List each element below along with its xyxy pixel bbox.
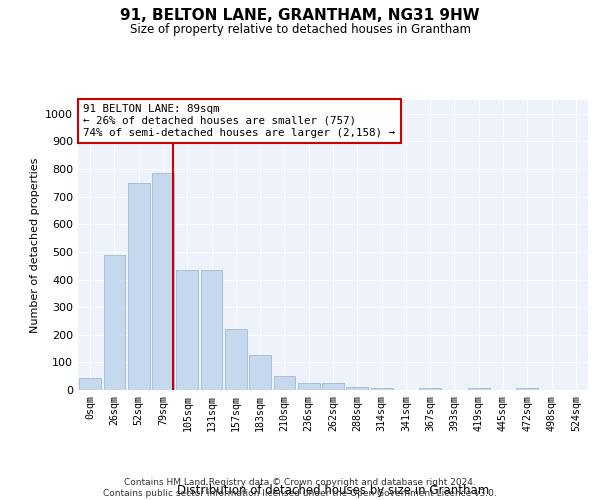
Bar [104,256,125,390]
Bar [371,388,392,390]
Y-axis label: Number of detached properties: Number of detached properties [29,158,40,332]
Bar [152,172,174,390]
Bar [346,387,368,390]
Bar [200,270,223,390]
Bar [419,388,441,390]
Bar [79,378,101,390]
Bar [249,356,271,390]
Bar [225,329,247,390]
Text: 91 BELTON LANE: 89sqm
← 26% of detached houses are smaller (757)
74% of semi-det: 91 BELTON LANE: 89sqm ← 26% of detached … [83,104,395,138]
Text: Contains HM Land Registry data © Crown copyright and database right 2024.
Contai: Contains HM Land Registry data © Crown c… [103,478,497,498]
Bar [176,270,198,390]
Text: Size of property relative to detached houses in Grantham: Size of property relative to detached ho… [130,22,470,36]
Bar [322,382,344,390]
Bar [468,388,490,390]
Bar [274,376,295,390]
X-axis label: Distribution of detached houses by size in Grantham: Distribution of detached houses by size … [177,484,489,496]
Bar [517,388,538,390]
Text: 91, BELTON LANE, GRANTHAM, NG31 9HW: 91, BELTON LANE, GRANTHAM, NG31 9HW [120,8,480,22]
Bar [128,184,149,390]
Bar [298,383,320,390]
